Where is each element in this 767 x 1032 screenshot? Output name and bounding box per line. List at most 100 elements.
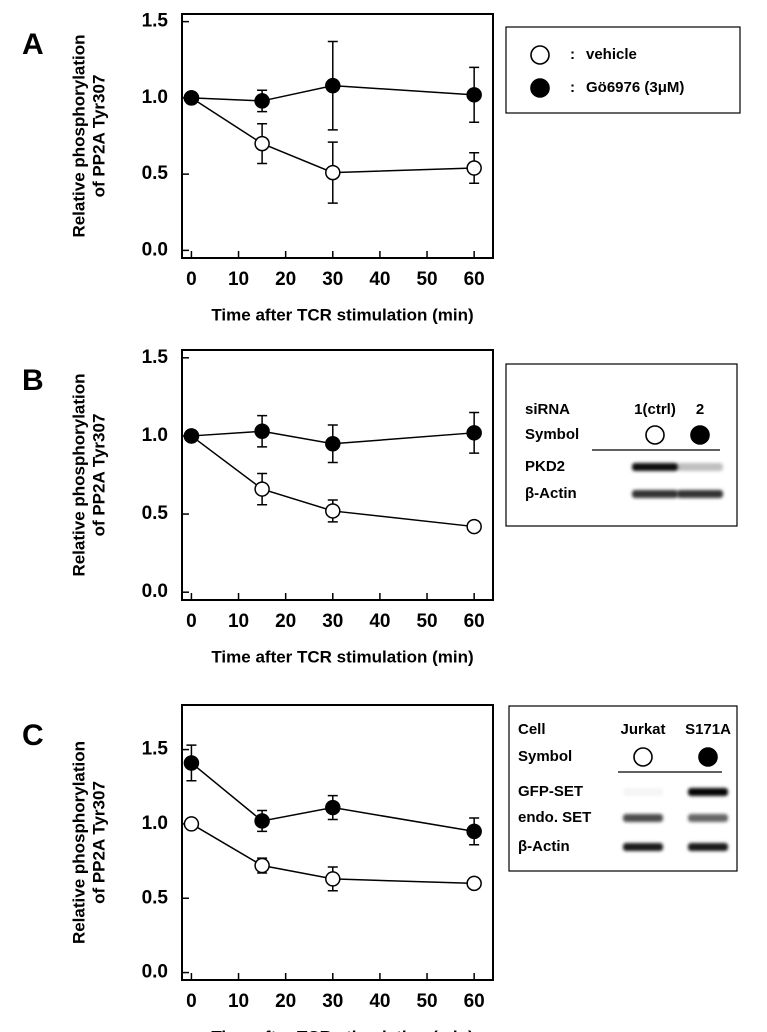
legend-marker [633,747,653,767]
x-tick-label: 10 [228,611,249,632]
x-tick-label: 0 [186,991,197,1012]
data-point [254,423,270,439]
x-tick-label: 30 [322,991,343,1012]
y-tick-label: 1.0 [142,87,168,108]
y-tick-label: 1.5 [142,739,169,760]
data-point [466,518,482,535]
inset-row-label: Symbol [525,426,579,443]
y-tick-label: 1.0 [142,425,168,446]
legend-marker [530,78,550,98]
series-line [191,823,475,885]
y-tick-label: 0.5 [142,163,169,184]
inset-column-label: S171A [685,721,731,738]
blot-band [677,463,723,471]
x-tick-label: 20 [275,611,296,632]
data-point [325,799,341,816]
blot-band [623,814,663,822]
y-axis-label: of PP2A Tyr307 [89,781,108,904]
y-tick-label: 0.0 [142,581,168,602]
inset-box [505,363,738,527]
y-axis-label: Relative phosphorylation [69,34,88,237]
data-point [325,871,341,887]
blot-band [688,843,728,851]
series-line [191,430,475,445]
x-axis-label: Time after TCR stimulation (min) [211,647,473,666]
x-tick-label: 50 [416,611,437,632]
x-axis-label: Time after TCR stimulation (min) [211,1027,473,1032]
data-point [183,90,200,106]
x-tick-label: 60 [464,269,485,290]
data-point [466,160,482,176]
data-point [466,425,482,441]
legend-box [505,26,741,114]
series-line [191,84,475,102]
blot-band [688,788,728,796]
y-axis-label: of PP2A Tyr307 [89,414,108,537]
data-point [325,503,341,519]
x-tick-label: 30 [322,611,343,632]
inset-row-label: β-Actin [518,838,570,855]
plot-frame [181,349,494,601]
data-point [466,875,482,892]
legend-marker [690,425,710,445]
blot-band [623,843,663,851]
inset-row-label: endo. SET [518,809,591,826]
x-tick-label: 50 [416,991,437,1012]
y-tick-label: 0.0 [142,239,168,260]
panel-label: C [22,719,44,752]
data-point [254,857,270,874]
data-point [183,755,200,771]
x-tick-label: 40 [369,991,390,1012]
data-point [325,164,341,181]
x-tick-label: 60 [464,611,485,632]
y-tick-label: 1.0 [142,813,168,834]
legend-label: vehicle [586,46,637,63]
legend-marker [698,747,718,767]
y-tick-label: 0.0 [142,962,168,983]
series-line [191,97,475,174]
inset-row-label: β-Actin [525,485,577,502]
panel-label: A [22,28,44,61]
x-tick-label: 60 [464,991,485,1012]
plot-frame [181,704,494,981]
plot-frame [181,13,494,259]
x-tick-label: 20 [275,991,296,1012]
y-tick-label: 0.5 [142,887,169,908]
data-point [466,87,482,103]
x-tick-label: 40 [369,611,390,632]
inset-row-label: PKD2 [525,458,565,475]
x-tick-label: 0 [186,611,197,632]
inset-row-label: GFP-SET [518,783,583,800]
data-point [254,813,270,829]
data-point [254,93,270,109]
x-axis-label: Time after TCR stimulation (min) [211,305,473,324]
legend-label: Gö6976 (3μM) [586,79,684,96]
blot-band [677,490,723,498]
data-point [183,428,200,444]
blot-band [623,788,663,796]
x-tick-label: 30 [322,269,343,290]
blot-band [632,490,678,498]
inset-column-label: 1(ctrl) [634,401,676,418]
blot-band [688,814,728,822]
inset-row-label: Symbol [518,748,572,765]
data-point [325,436,341,452]
legend-separator: : [570,46,575,63]
y-axis-label: of PP2A Tyr307 [89,75,108,198]
series-line [190,762,475,833]
blot-band [632,463,678,471]
y-axis-label: Relative phosphorylation [69,373,88,576]
legend-marker [645,425,665,445]
inset-row-label: Cell [518,721,546,738]
y-tick-label: 1.5 [142,11,169,32]
inset-row-label: siRNA [525,401,570,418]
x-tick-label: 10 [228,269,249,290]
series-line [190,435,475,528]
inset-column-label: Jurkat [620,721,665,738]
x-tick-label: 50 [416,269,437,290]
data-point [325,77,341,94]
legend-separator: : [570,79,575,96]
y-axis-label: Relative phosphorylation [69,741,88,944]
